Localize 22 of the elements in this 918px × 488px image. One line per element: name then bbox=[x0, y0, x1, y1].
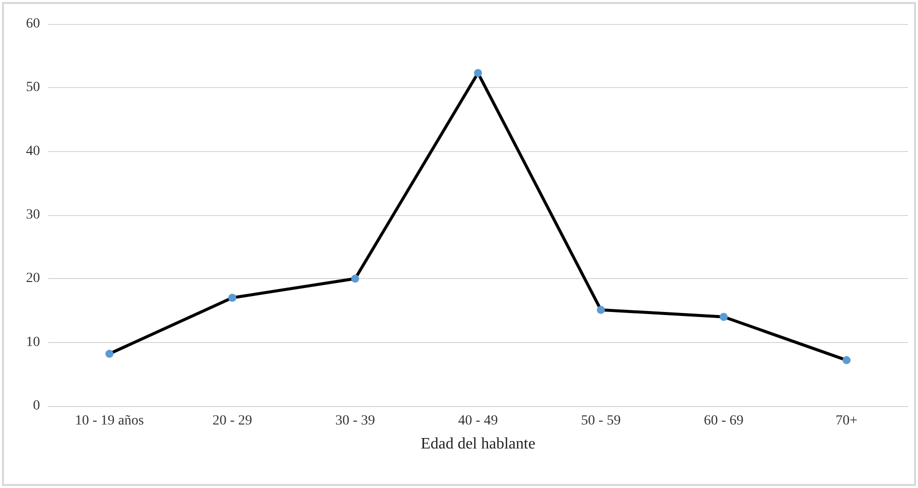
y-tick-label: 60 bbox=[26, 16, 40, 32]
y-tick-label: 40 bbox=[26, 144, 40, 159]
y-tick-label: 20 bbox=[26, 271, 40, 286]
point bbox=[105, 350, 114, 358]
x-tick-label: 60 - 69 bbox=[704, 414, 744, 428]
point bbox=[596, 306, 605, 314]
y-tick-label: 50 bbox=[26, 80, 40, 96]
x-tick-label: 70+ bbox=[836, 414, 858, 428]
x-tick-label: 20 - 29 bbox=[212, 414, 252, 428]
x-tick-label: 40 - 49 bbox=[458, 414, 498, 428]
x-tick-label: 30 - 39 bbox=[335, 414, 375, 428]
x-tick-label: 50 - 59 bbox=[581, 414, 621, 428]
point bbox=[474, 69, 482, 78]
x-tick-label: 10 - 19 años bbox=[75, 414, 144, 428]
point bbox=[228, 294, 236, 302]
point bbox=[842, 356, 851, 364]
y-tick-label: 0 bbox=[33, 398, 40, 414]
x-axis-title: Edad del hablante bbox=[420, 436, 536, 452]
point bbox=[351, 274, 360, 283]
y-tick-label: 10 bbox=[26, 334, 40, 350]
y-tick-label: 30 bbox=[26, 208, 40, 222]
point bbox=[720, 312, 728, 321]
